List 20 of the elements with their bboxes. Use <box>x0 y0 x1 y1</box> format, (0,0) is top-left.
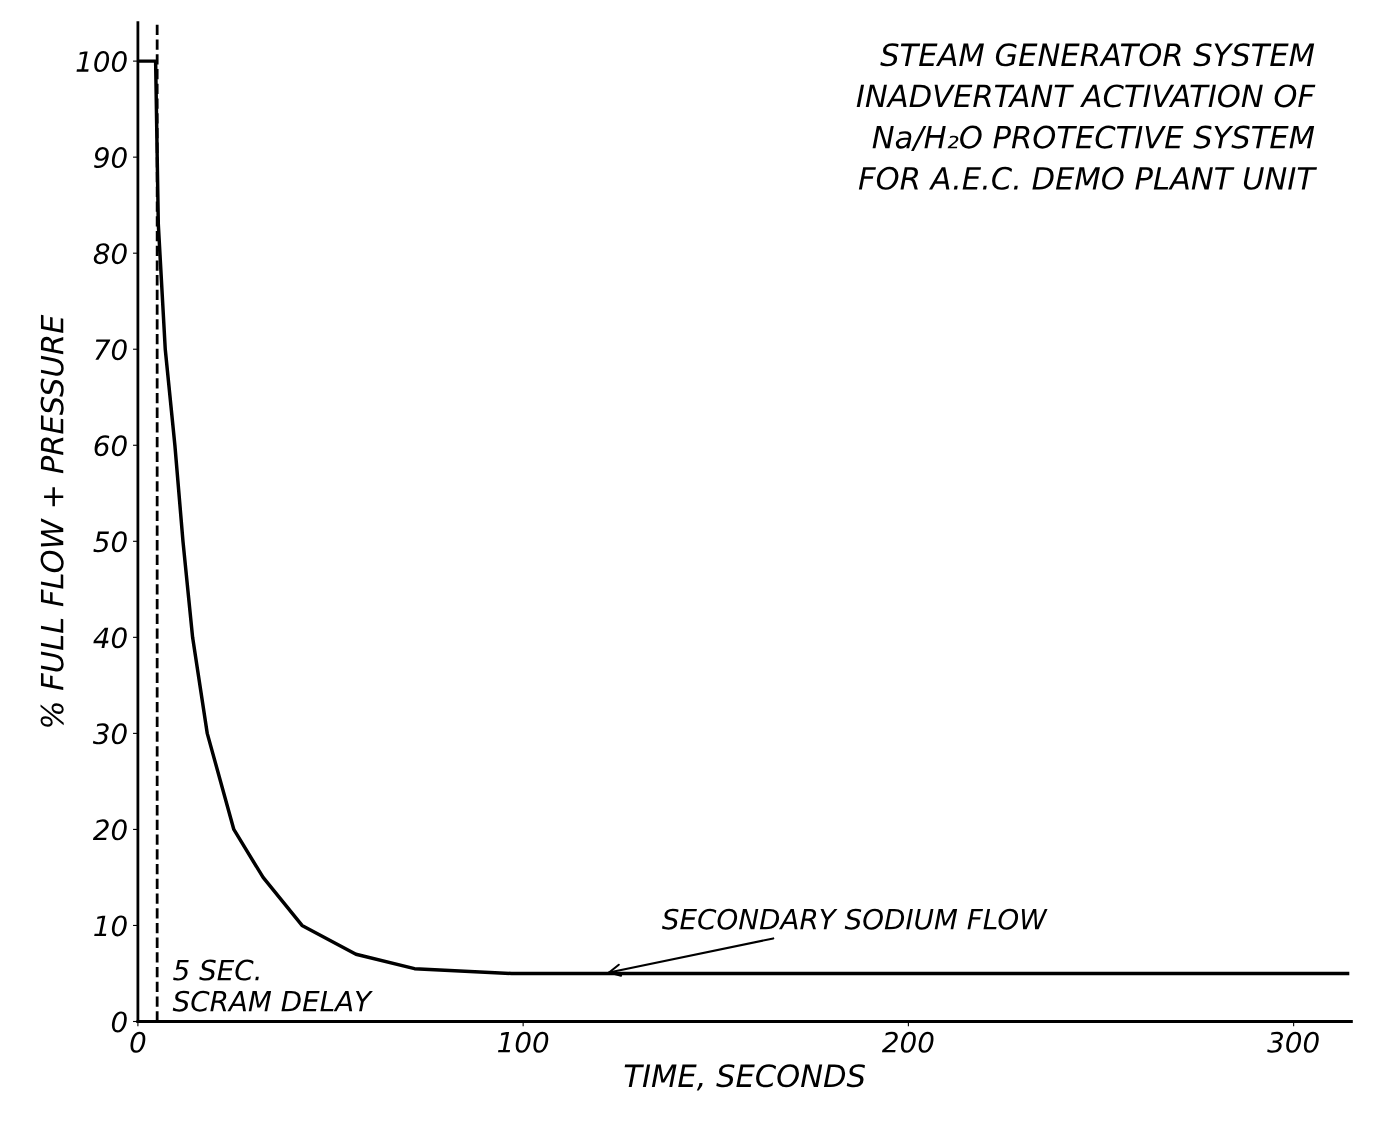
y-tick-label: 0 <box>111 1011 127 1033</box>
y-tick-label: 80 <box>93 243 127 265</box>
y-tick-label: 50 <box>93 531 127 553</box>
y-tick-label: 60 <box>94 435 127 457</box>
x-tick-label: 300 <box>1267 1031 1319 1053</box>
y-axis-title: % FULL FLOW + PRESSURE <box>40 314 64 727</box>
y-tick-label: 70 <box>95 339 127 361</box>
y-tick-label: 10 <box>94 915 127 937</box>
annotation: SECONDARY SODIUM FLOW <box>662 908 1048 930</box>
y-tick-label: 40 <box>93 627 127 649</box>
x-axis-title: TIME, SECONDS <box>624 1064 865 1091</box>
y-tick-label: 30 <box>92 723 127 745</box>
text: STEAM GENERATOR SYSTEM INADVERTANT ACTIVATION OF Na/H₂O PROTECTIVE SYSTEM FOR A.E.C. DEMO PLANT UNIT <box>856 43 1317 190</box>
y-tick-label: 20 <box>92 819 127 841</box>
y-tick-label: 90 <box>94 147 127 169</box>
x-tick-label: 0 <box>130 1031 146 1053</box>
ref-line-label: 5 SEC. SCRAM DELAY <box>172 959 373 1012</box>
y-tick-label: 100 <box>76 51 127 73</box>
x-tick-label: 200 <box>881 1031 934 1053</box>
x-tick-label: 100 <box>497 1031 549 1053</box>
